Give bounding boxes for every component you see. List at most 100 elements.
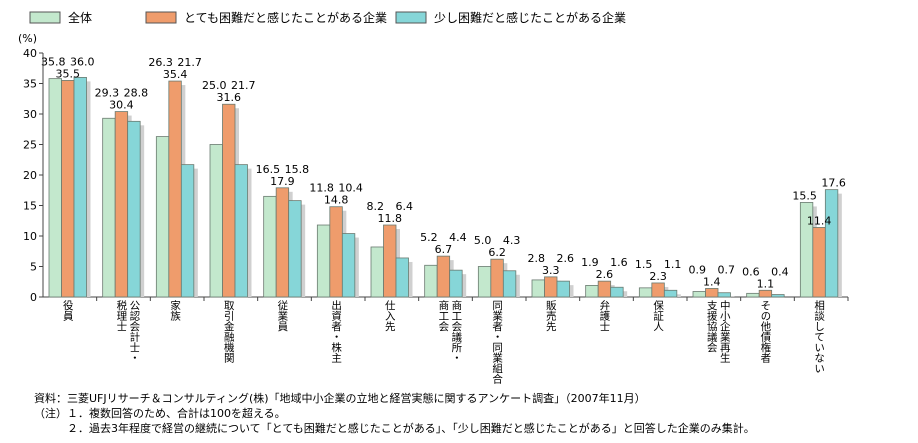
bar — [638, 287, 653, 298]
bar — [771, 294, 785, 298]
bar — [424, 264, 438, 298]
data-label: 6.7 — [435, 243, 453, 256]
bar — [436, 255, 451, 298]
bar — [316, 224, 331, 298]
data-label: 6.4 — [396, 200, 414, 213]
legend-label-0: 全体 — [68, 10, 92, 25]
x-tick-label: 同業者・同業組合 — [491, 300, 504, 384]
bar — [705, 288, 719, 298]
data-label: 2.8 — [528, 252, 546, 265]
note-2: ２．過去3年程度で経営の継続について「とても困難だと感じたことがある」、「少し困… — [34, 422, 755, 435]
data-label: 2.6 — [557, 252, 575, 265]
bar — [717, 292, 731, 298]
x-tick-label: 取引金融機関 — [222, 300, 235, 363]
bar — [663, 289, 678, 298]
data-label: 4.4 — [449, 231, 467, 244]
data-label: 28.8 — [124, 87, 149, 100]
bar — [288, 200, 302, 298]
bar — [395, 257, 409, 298]
bar — [370, 246, 384, 298]
data-label: 4.3 — [503, 234, 521, 247]
x-tick-label: 販売先 — [544, 300, 557, 332]
data-label: 11.8 — [309, 182, 334, 195]
data-label: 1.9 — [581, 256, 599, 269]
data-label: 15.5 — [792, 189, 817, 202]
y-axis-unit: (%) — [18, 32, 37, 45]
bar — [692, 291, 706, 298]
bar — [490, 258, 504, 298]
y-tick-label: 5 — [30, 261, 37, 274]
legend-swatch-0 — [29, 11, 61, 24]
data-label: 35.5 — [56, 67, 81, 80]
bar — [812, 227, 826, 298]
data-label: 6.2 — [488, 246, 506, 259]
bar — [477, 266, 492, 298]
bar — [263, 195, 277, 298]
y-tick-label: 10 — [23, 230, 37, 243]
x-tick-label: 中小企業再生 支援協議会 — [705, 300, 731, 363]
x-tick-label: 保証人 — [652, 300, 665, 332]
x-tick-label: 弁護士 — [598, 300, 611, 332]
data-label: 26.3 — [148, 56, 173, 69]
data-label: 1.4 — [703, 275, 721, 288]
bar — [102, 117, 116, 298]
x-tick-label: 相談していない — [813, 300, 826, 374]
y-tick-label: 30 — [23, 108, 37, 121]
bar — [168, 80, 182, 298]
data-label: 25.0 — [202, 79, 227, 92]
bar — [556, 280, 570, 298]
data-label: 29.3 — [95, 87, 120, 100]
data-label: 15.8 — [285, 163, 310, 176]
note-1: （注）１．複数回答のため、合計は100を超える。 — [34, 407, 286, 420]
y-tick-label: 0 — [30, 291, 37, 304]
bar — [209, 144, 223, 298]
bar — [48, 78, 62, 298]
bar — [329, 206, 343, 298]
x-tick-label: 出資者・株主 — [330, 300, 343, 363]
x-tick-label: 家族 — [169, 300, 182, 321]
x-tick-label: 仕入先 — [383, 300, 396, 332]
bar — [610, 286, 624, 298]
data-label: 30.4 — [109, 99, 134, 112]
source-note: 資料：三菱UFJリサーチ＆コンサルティング(株)「地域中小企業の立地と経営実態に… — [34, 392, 646, 405]
x-tick-label: 商工会議所・ 商工会 — [437, 300, 463, 363]
bar — [758, 289, 773, 298]
bar — [746, 292, 760, 298]
data-label: 0.7 — [718, 263, 736, 276]
bar — [341, 233, 356, 298]
data-label: 11.4 — [807, 214, 832, 227]
data-label: 1.1 — [664, 258, 682, 271]
legend-swatch-1 — [145, 11, 177, 24]
bar — [73, 77, 87, 298]
data-label: 0.4 — [771, 265, 789, 278]
bar — [597, 280, 612, 298]
y-tick-label: 15 — [23, 200, 37, 213]
data-label: 35.8 — [41, 55, 66, 68]
legend-label-2: 少し困難だと感じたことがある企業 — [434, 10, 626, 25]
data-label: 1.1 — [757, 277, 775, 290]
data-label: 35.4 — [163, 68, 188, 81]
x-tick-label: 従業員 — [276, 300, 289, 332]
data-label: 5.0 — [474, 234, 492, 247]
data-label: 2.6 — [596, 268, 614, 281]
y-tick-label: 40 — [23, 47, 37, 60]
bar — [234, 164, 248, 298]
legend-swatch-2 — [395, 11, 427, 24]
bar — [180, 164, 195, 298]
bar — [544, 276, 558, 298]
data-label: 1.5 — [635, 258, 653, 271]
x-tick-label: 公認会計士・ 税理士 — [115, 300, 141, 363]
data-label: 36.0 — [70, 55, 95, 68]
data-label: 31.6 — [217, 91, 242, 104]
bar — [824, 189, 839, 298]
bar — [275, 187, 290, 298]
legend-label-1: とても困難だと感じたことがある企業 — [184, 10, 387, 25]
bar — [502, 270, 517, 298]
data-label: 17.6 — [821, 177, 846, 190]
data-label: 16.5 — [256, 163, 281, 176]
y-tick-label: 20 — [23, 169, 37, 182]
data-label: 14.8 — [324, 194, 349, 207]
data-label: 21.7 — [231, 79, 256, 92]
data-label: 0.6 — [742, 265, 760, 278]
x-tick-label: その他債権者 — [759, 300, 772, 363]
